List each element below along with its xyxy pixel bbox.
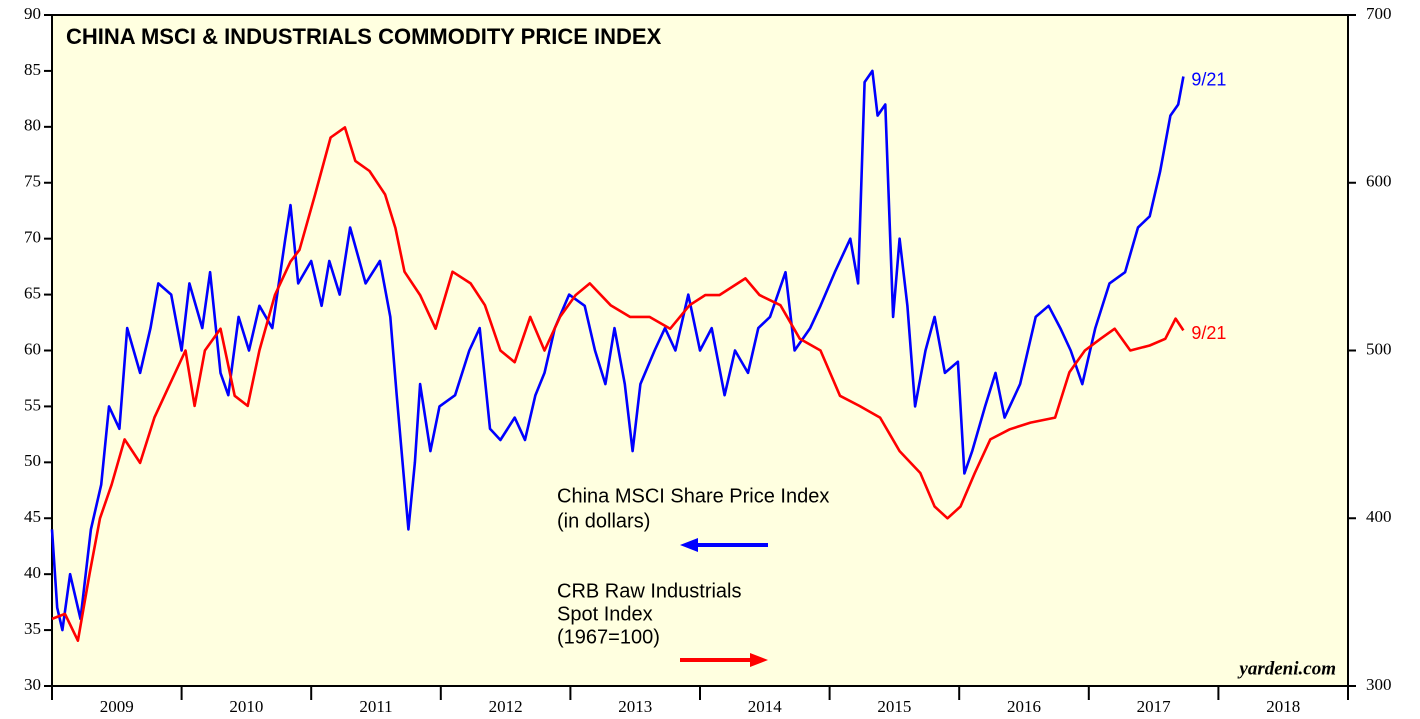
y-tick-label: 85 <box>24 60 41 79</box>
y-tick-label: 55 <box>24 395 41 414</box>
y-tick-label: 40 <box>24 563 41 582</box>
series-line <box>50 69 1185 632</box>
y-tick-label: 45 <box>24 507 41 526</box>
y2-tick-label: 700 <box>1366 4 1392 23</box>
y-tick-label: 65 <box>24 283 41 302</box>
y-tick-label: 80 <box>24 116 41 135</box>
y2-tick-label: 500 <box>1366 339 1392 358</box>
x-tick-label: 2011 <box>359 697 392 716</box>
x-tick-label: 2018 <box>1266 697 1300 716</box>
y-tick-label: 30 <box>24 675 41 694</box>
legend-label: (1967=100) <box>557 626 660 648</box>
legend-label: CRB Raw Industrials <box>557 580 742 602</box>
y-tick-label: 70 <box>24 228 41 247</box>
y2-tick-label: 400 <box>1366 507 1392 526</box>
legend-label: Spot Index <box>557 603 653 625</box>
x-tick-label: 2017 <box>1137 697 1172 716</box>
y-tick-label: 50 <box>24 451 41 470</box>
legend <box>680 538 768 667</box>
y-tick-label: 90 <box>24 4 41 23</box>
y-tick-label: 75 <box>24 172 41 191</box>
y2-tick-label: 600 <box>1366 172 1392 191</box>
y2-tick-label: 300 <box>1366 675 1392 694</box>
y-tick-label: 35 <box>24 619 41 638</box>
x-tick-label: 2010 <box>229 697 263 716</box>
x-tick-label: 2015 <box>877 697 911 716</box>
series-line <box>51 126 1185 642</box>
legend-label: China MSCI Share Price Index <box>557 485 829 507</box>
legend-arrow-head <box>680 538 698 552</box>
x-tick-label: 2013 <box>618 697 652 716</box>
x-tick-label: 2014 <box>748 697 783 716</box>
x-tick-label: 2016 <box>1007 697 1041 716</box>
end-label: 9/21 <box>1191 69 1226 89</box>
x-tick-label: 2012 <box>489 697 523 716</box>
source: yardeni.com <box>1237 658 1336 679</box>
y-tick-label: 60 <box>24 339 41 358</box>
end-label: 9/21 <box>1191 323 1226 343</box>
legend-arrow-head <box>750 653 768 667</box>
chart-title: CHINA MSCI & INDUSTRIALS COMMODITY PRICE… <box>66 24 662 49</box>
legend-label: (in dollars) <box>557 510 650 532</box>
x-tick-label: 2009 <box>100 697 134 716</box>
